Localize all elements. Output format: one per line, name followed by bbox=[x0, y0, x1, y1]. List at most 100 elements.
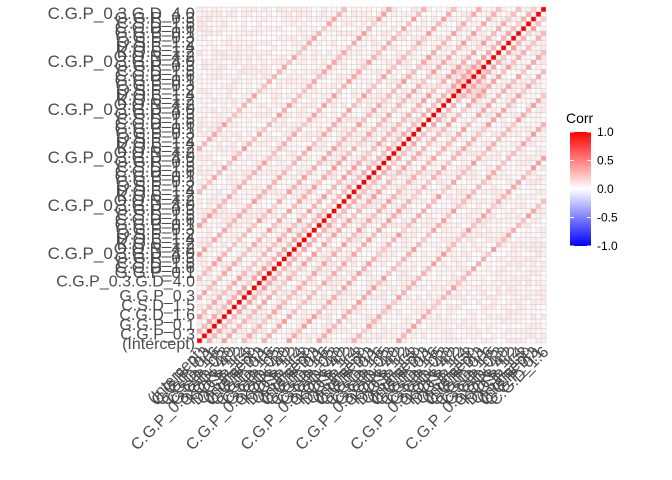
heatmap-cell bbox=[471, 294, 477, 301]
heatmap-cell bbox=[525, 266, 532, 272]
heatmap-cell bbox=[461, 45, 467, 51]
heatmap-cell bbox=[326, 338, 332, 344]
heatmap-cell bbox=[236, 26, 243, 32]
heatmap-cell bbox=[346, 78, 352, 85]
heatmap-cell bbox=[441, 155, 447, 161]
heatmap-cell bbox=[231, 30, 238, 37]
y-tick-label: C.G.P_0.3 bbox=[116, 28, 195, 47]
heatmap-cell bbox=[336, 78, 342, 85]
heatmap-cell bbox=[386, 83, 392, 89]
heatmap-cell bbox=[381, 145, 387, 152]
heatmap-cell bbox=[381, 318, 387, 325]
heatmap-cell bbox=[206, 30, 213, 37]
heatmap-cell bbox=[401, 83, 407, 89]
heatmap-cell bbox=[196, 189, 203, 195]
heatmap-cell bbox=[296, 328, 302, 334]
heatmap-cell bbox=[261, 222, 267, 229]
heatmap-cell bbox=[401, 189, 407, 195]
heatmap-cell bbox=[231, 256, 238, 262]
heatmap-cell bbox=[466, 21, 472, 27]
heatmap-cell bbox=[456, 97, 462, 104]
heatmap-cell bbox=[436, 309, 442, 315]
heatmap-cell bbox=[461, 299, 467, 305]
heatmap-cell bbox=[386, 246, 392, 253]
heatmap-cell bbox=[525, 150, 532, 157]
heatmap-cell bbox=[520, 126, 527, 133]
heatmap-cell bbox=[206, 26, 213, 32]
heatmap-cell bbox=[366, 251, 372, 257]
y-tick-label: C.G.D_1.6 bbox=[115, 162, 195, 181]
heatmap-cell bbox=[466, 102, 472, 109]
heatmap-cell bbox=[226, 328, 233, 334]
heatmap-cell bbox=[286, 165, 292, 171]
heatmap-cell bbox=[296, 136, 302, 142]
heatmap-cell bbox=[301, 54, 307, 61]
heatmap-cell bbox=[471, 11, 477, 17]
heatmap-cell bbox=[411, 294, 417, 301]
heatmap-cell bbox=[306, 83, 312, 89]
heatmap-cell bbox=[256, 165, 263, 171]
heatmap-cell bbox=[505, 145, 512, 152]
heatmap-cell bbox=[386, 198, 392, 205]
heatmap-cell bbox=[296, 112, 302, 118]
heatmap-cell bbox=[206, 251, 213, 257]
heatmap-cell bbox=[436, 304, 442, 310]
heatmap-cell bbox=[386, 208, 392, 214]
heatmap-cell bbox=[480, 338, 487, 344]
heatmap-cell bbox=[306, 261, 312, 267]
heatmap-cell bbox=[206, 145, 213, 152]
heatmap-cell bbox=[241, 246, 248, 253]
heatmap-cell bbox=[286, 193, 292, 200]
heatmap-cell bbox=[466, 169, 472, 176]
heatmap-cell bbox=[510, 150, 517, 157]
heatmap-cell bbox=[281, 11, 287, 17]
heatmap-cell bbox=[336, 179, 342, 185]
heatmap-cell bbox=[271, 11, 277, 17]
heatmap-cell bbox=[281, 155, 287, 161]
heatmap-cell bbox=[246, 40, 253, 46]
heatmap-cell bbox=[266, 251, 272, 257]
heatmap-cell bbox=[321, 241, 327, 248]
heatmap-cell bbox=[326, 6, 332, 13]
heatmap-cell bbox=[495, 270, 502, 277]
heatmap-cell bbox=[226, 290, 233, 296]
heatmap-cell bbox=[346, 102, 352, 109]
heatmap-cell bbox=[480, 270, 487, 277]
heatmap-cell bbox=[366, 64, 372, 70]
heatmap-cell bbox=[231, 73, 238, 80]
heatmap-cell bbox=[535, 126, 542, 133]
heatmap-cell bbox=[236, 227, 243, 233]
heatmap-cell bbox=[510, 174, 517, 181]
heatmap-cell bbox=[331, 73, 337, 80]
heatmap-cell bbox=[341, 160, 347, 166]
heatmap-cell bbox=[381, 97, 387, 104]
heatmap-cell bbox=[480, 117, 487, 123]
heatmap-cell bbox=[241, 40, 248, 46]
heatmap-cell bbox=[530, 59, 537, 65]
heatmap-cell bbox=[476, 213, 482, 219]
heatmap-cell bbox=[306, 309, 312, 315]
heatmap-cell bbox=[301, 285, 307, 291]
heatmap-cell bbox=[276, 241, 282, 248]
heatmap-cell bbox=[401, 314, 407, 320]
heatmap-cell bbox=[381, 189, 387, 195]
heatmap-cell bbox=[221, 145, 228, 152]
heatmap-cell bbox=[341, 241, 347, 248]
heatmap-cell bbox=[326, 136, 332, 142]
diagonal-cell bbox=[331, 208, 337, 214]
heatmap-cell bbox=[505, 155, 512, 161]
heatmap-cell bbox=[261, 309, 267, 315]
heatmap-cell bbox=[386, 280, 392, 286]
heatmap-cell bbox=[261, 16, 267, 22]
heatmap-cell bbox=[226, 333, 233, 339]
heatmap-cell bbox=[466, 299, 472, 305]
heatmap-cell bbox=[221, 290, 228, 296]
heatmap-cell bbox=[331, 261, 337, 267]
heatmap-cell bbox=[221, 241, 228, 248]
heatmap-cell bbox=[540, 294, 547, 301]
heatmap-cell bbox=[500, 93, 507, 99]
heatmap-cell bbox=[396, 155, 402, 161]
heatmap-cell bbox=[466, 160, 472, 166]
heatmap-cell bbox=[421, 222, 427, 229]
heatmap-cell bbox=[331, 328, 337, 334]
